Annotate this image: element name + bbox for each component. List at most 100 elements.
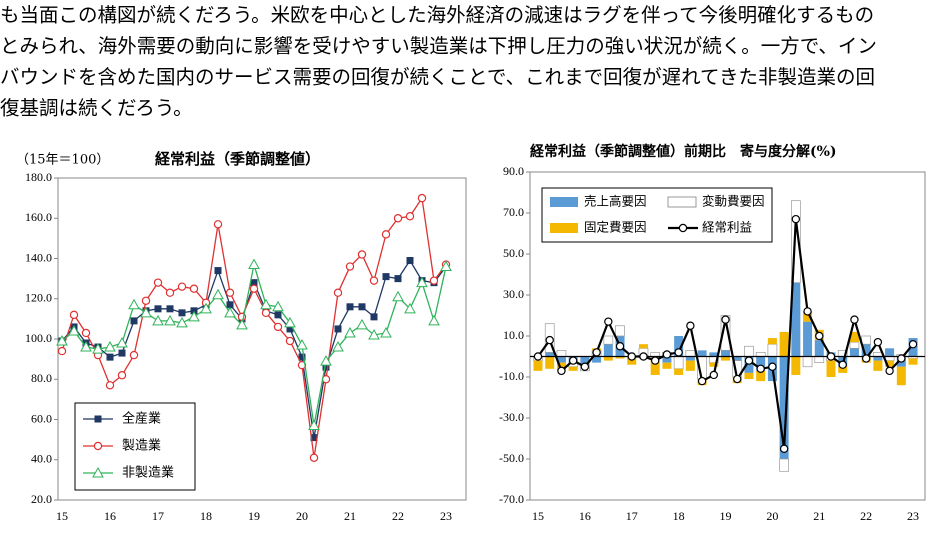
bar-segment: [744, 345, 754, 357]
marker: [568, 356, 578, 365]
marker: [368, 328, 380, 340]
legend-swatch: [550, 197, 578, 207]
legend-label: 全産業: [122, 411, 161, 427]
marker: [803, 307, 812, 316]
x-tick-label: 17: [626, 509, 638, 523]
legend-label: 変動費要因: [702, 194, 765, 209]
marker: [69, 310, 79, 320]
bar-segment: [896, 366, 906, 386]
y-tick-label: 70.0: [503, 205, 524, 219]
marker: [248, 258, 260, 270]
y-tick-label: 50.0: [503, 246, 524, 260]
marker: [166, 305, 174, 313]
marker: [260, 298, 272, 310]
marker: [212, 288, 224, 300]
x-tick-label: 17: [152, 509, 164, 523]
marker: [815, 331, 824, 341]
y-tick-label: 90.0: [503, 164, 524, 178]
bar-segment: [779, 356, 789, 459]
marker: [118, 349, 126, 357]
legend-label: 経常利益: [702, 220, 752, 235]
legend-swatch: [667, 196, 697, 208]
marker: [370, 313, 378, 321]
bar-segment: [568, 366, 578, 371]
bar-segment: [615, 325, 625, 337]
marker: [678, 223, 688, 233]
x-tick-label: 18: [673, 509, 685, 523]
marker: [214, 267, 222, 275]
marker: [826, 352, 836, 361]
marker: [345, 262, 355, 271]
bar-segment: [732, 356, 742, 361]
bar-segment: [556, 350, 567, 357]
bar-segment: [791, 282, 801, 357]
x-tick-label: 20: [296, 509, 308, 523]
bar-segment: [755, 352, 766, 357]
bar-segment: [861, 344, 871, 357]
marker: [164, 314, 176, 326]
marker: [756, 364, 765, 373]
bar-segment: [849, 331, 859, 343]
marker: [154, 305, 162, 313]
bar-segment: [744, 372, 754, 380]
bar-segment: [697, 350, 707, 357]
marker: [117, 371, 127, 380]
x-tick-label: 19: [248, 509, 260, 523]
bar-segment: [662, 362, 672, 369]
bar-segment: [791, 356, 801, 375]
bar-segment: [779, 331, 789, 357]
marker: [429, 276, 439, 285]
marker: [130, 317, 138, 325]
marker: [417, 193, 427, 203]
bar-segment: [873, 356, 883, 361]
unit-label: （15年＝100）: [16, 153, 109, 168]
marker: [791, 214, 801, 224]
bar-segment: [603, 356, 613, 361]
x-tick-label: 19: [720, 509, 732, 523]
marker: [358, 303, 366, 311]
bar-segment: [756, 356, 766, 371]
bar-segment: [767, 338, 777, 345]
marker: [615, 342, 625, 351]
marker: [357, 250, 367, 259]
x-tick-label: 21: [344, 509, 356, 523]
bar-segment: [803, 311, 813, 322]
marker: [310, 434, 318, 442]
marker: [686, 321, 695, 330]
y-tick-label: 20.0: [31, 492, 52, 506]
marker: [709, 370, 719, 380]
marker: [639, 352, 648, 361]
bar-segment: [826, 360, 836, 377]
marker: [697, 376, 707, 386]
marker: [140, 306, 152, 318]
marker: [344, 326, 356, 338]
chart-title: 経常利益（季節調整値）前期比 寄与度分解(%): [530, 143, 837, 160]
marker: [662, 350, 672, 359]
marker: [178, 309, 186, 317]
marker: [190, 307, 198, 315]
marker: [80, 341, 92, 352]
y-tick-label: 30.0: [503, 287, 524, 301]
marker: [908, 340, 918, 349]
bar-segment: [861, 335, 872, 345]
bar-segment: [709, 362, 719, 367]
marker: [250, 279, 258, 287]
marker: [93, 441, 103, 451]
marker: [416, 276, 428, 288]
chart-title: 経常利益（季節調整値）: [155, 150, 320, 168]
marker: [104, 341, 116, 352]
marker: [189, 284, 199, 293]
marker: [333, 288, 343, 297]
bar-segment: [650, 358, 660, 375]
x-tick-label: 15: [532, 509, 544, 523]
legend-label: 固定費要因: [584, 220, 647, 235]
x-tick-label: 18: [200, 509, 212, 523]
bar-segment: [802, 356, 813, 368]
bar-segment: [545, 356, 555, 369]
marker: [382, 273, 390, 281]
bar-segment: [873, 360, 883, 371]
marker: [105, 381, 115, 390]
bar-segment: [803, 321, 813, 357]
marker: [309, 453, 319, 462]
